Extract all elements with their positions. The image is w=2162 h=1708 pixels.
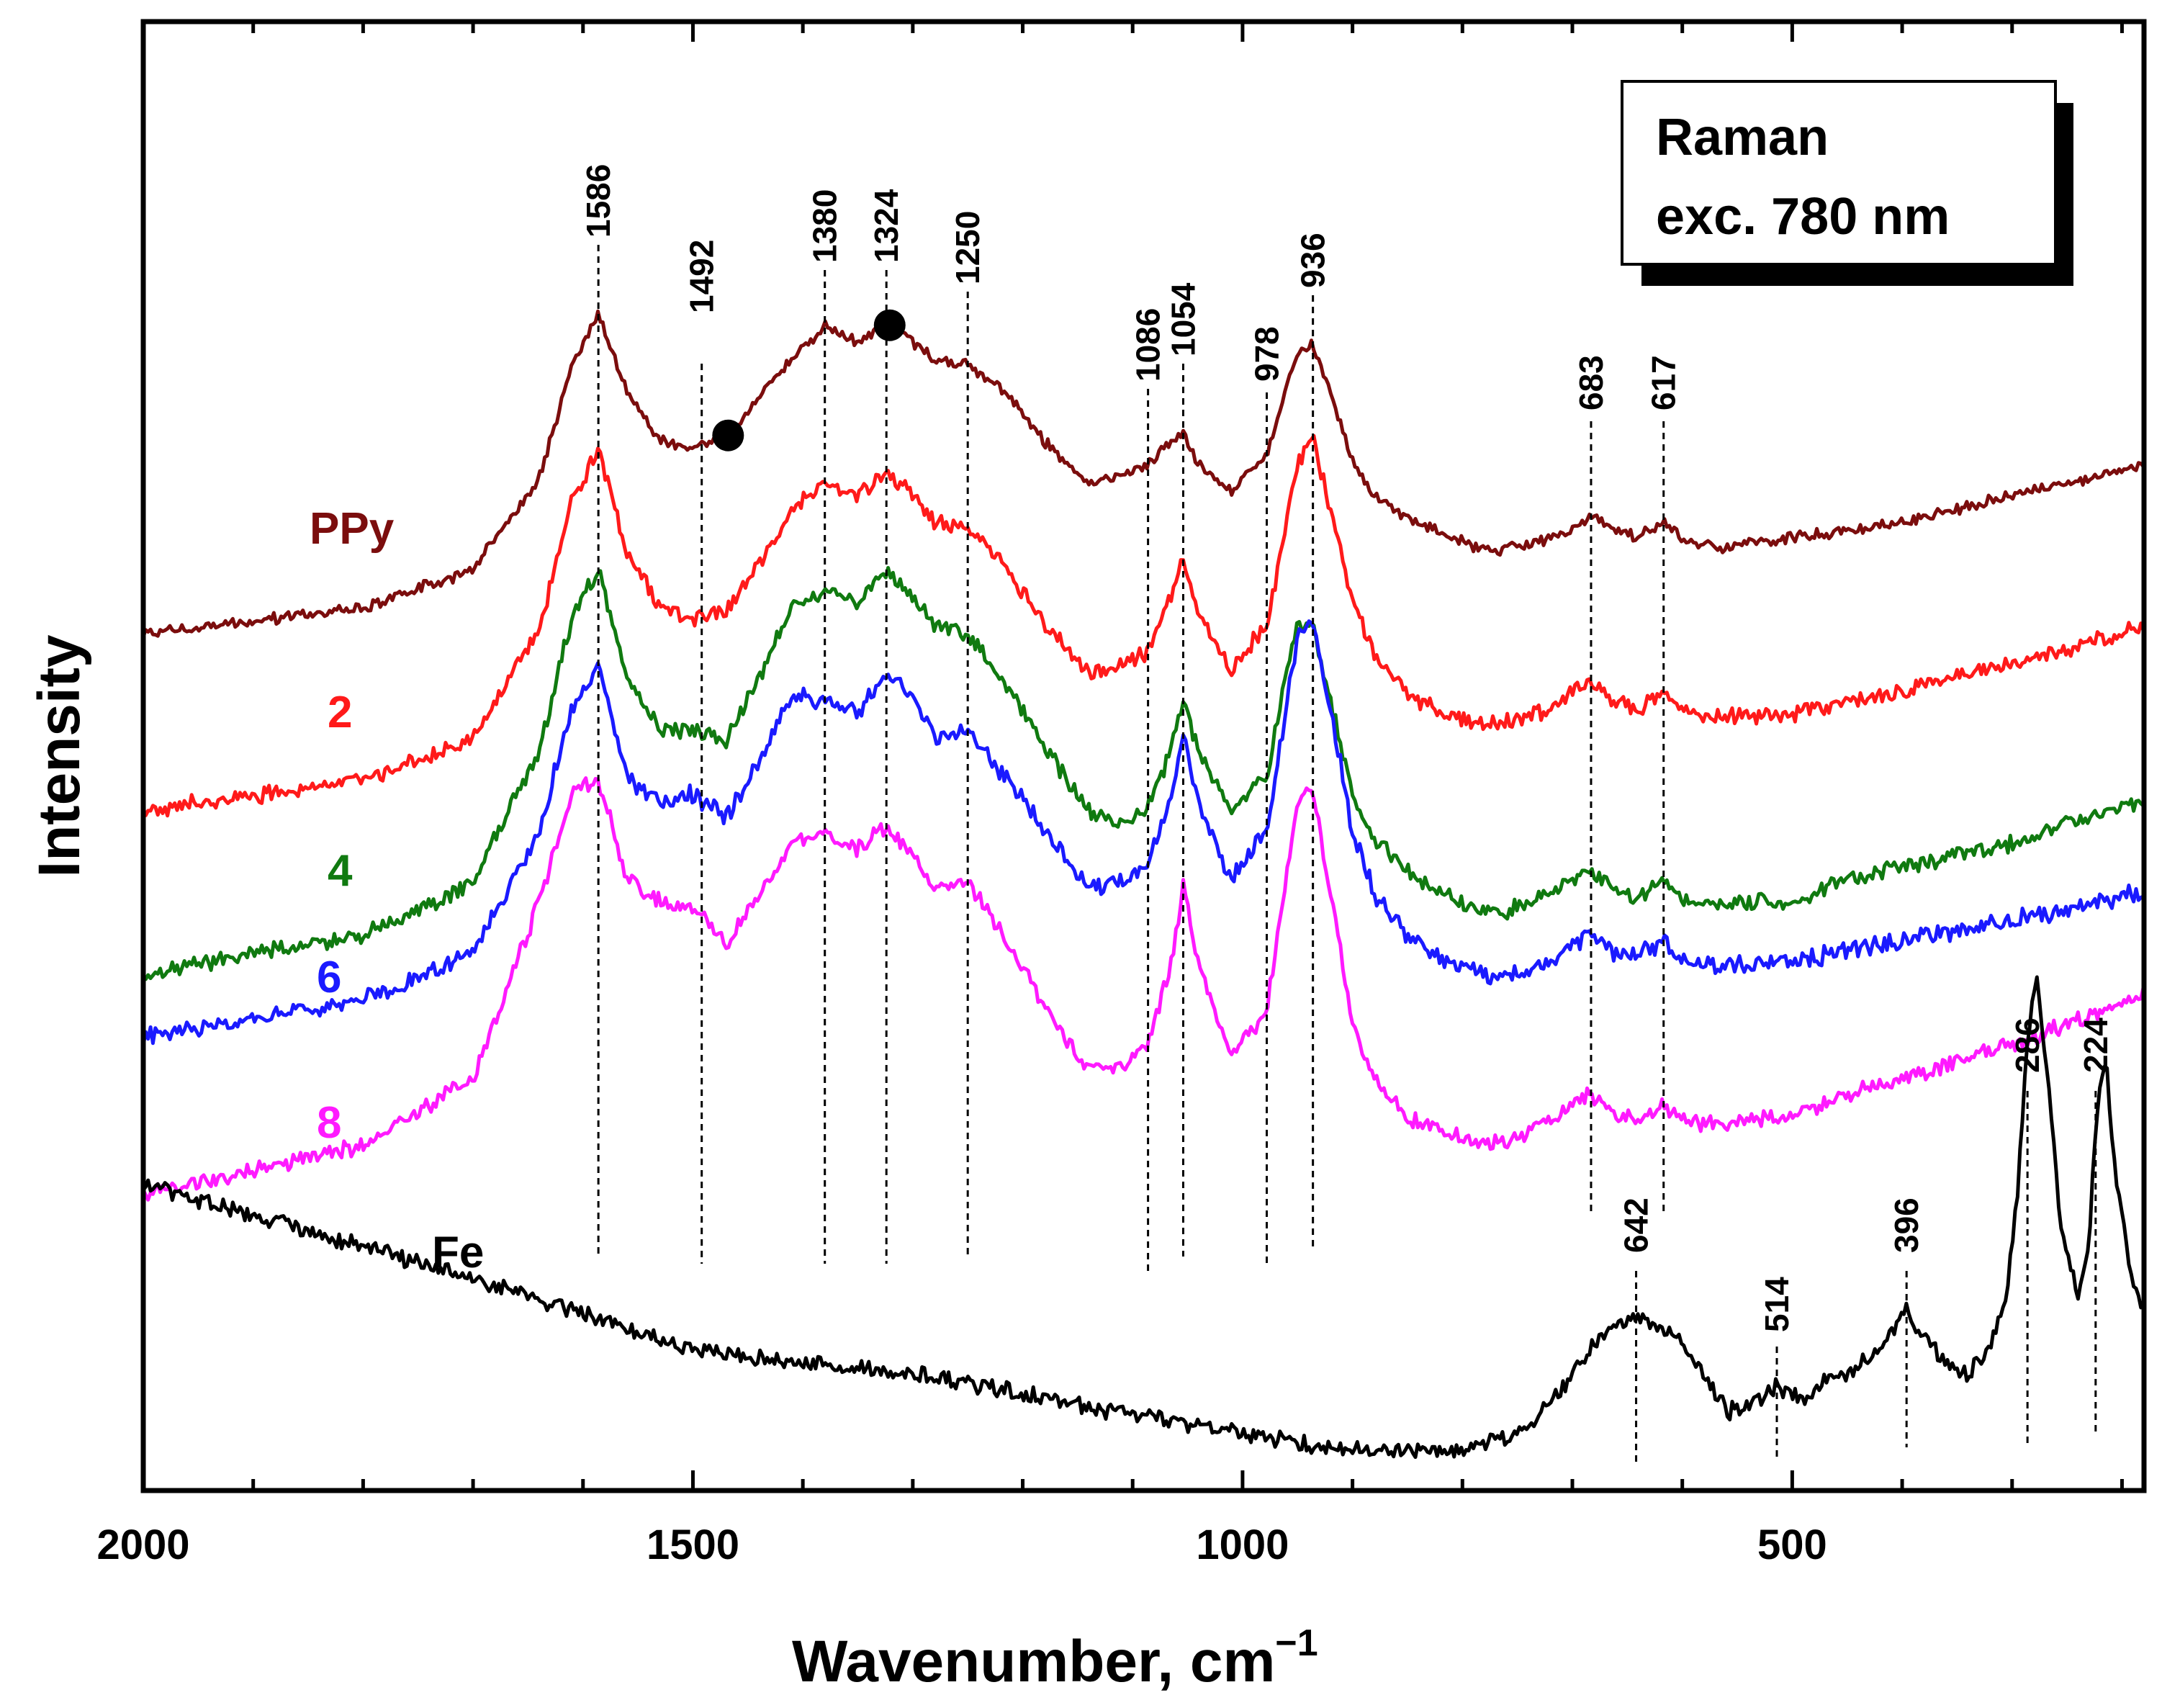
x-axis-title: Wavenumber, cm−1: [792, 1622, 1318, 1694]
peak-label-224: 224: [2077, 1017, 2114, 1073]
peak-label-617: 617: [1645, 355, 1683, 410]
peak-label-1250: 1250: [949, 211, 986, 284]
peak-label-683: 683: [1572, 355, 1610, 410]
series-label-6: 6: [317, 953, 341, 1002]
series-line-8: [141, 776, 2145, 1202]
series-label-4: 4: [328, 846, 353, 896]
peak-label-642: 642: [1618, 1197, 1655, 1253]
series-label-ppy: PPy: [310, 504, 395, 554]
series-label-fe: Fe: [432, 1228, 484, 1277]
x-tick-label-500: 500: [1757, 1522, 1827, 1568]
legend-line-1: Raman: [1656, 109, 1829, 166]
peak-label-978: 978: [1248, 326, 1286, 382]
x-tick-label-1500: 1500: [647, 1522, 739, 1568]
series-label-2: 2: [328, 688, 352, 737]
peak-label-396: 396: [1888, 1197, 1925, 1253]
peak-label-1086: 1086: [1130, 308, 1167, 382]
x-axis-title-superscript: −1: [1275, 1622, 1318, 1664]
series-line-fe: [141, 975, 2145, 1460]
peak-label-514: 514: [1758, 1277, 1796, 1332]
x-axis-title-main: Wavenumber, cm: [792, 1629, 1275, 1694]
series-line-6: [141, 619, 2145, 1046]
peak-label-1380: 1380: [806, 189, 844, 263]
legend-frame: [1621, 80, 2057, 266]
y-axis-title: Intensity: [27, 634, 92, 878]
series-layer: [141, 309, 2145, 1460]
series-labels: PPy 2 4 6 8 Fe: [310, 504, 484, 1277]
x-tick-label-1000: 1000: [1196, 1522, 1289, 1568]
marker-dot-2: [873, 309, 906, 341]
marker-dot-1: [712, 419, 744, 451]
x-axis-ticks: 2000 1500 1000 500: [96, 22, 2124, 1568]
peak-label-1492: 1492: [683, 240, 721, 313]
series-line-2: [141, 433, 2145, 818]
plot-frame: [140, 19, 2147, 1493]
peak-label-286: 286: [2009, 1017, 2046, 1073]
series-label-8: 8: [317, 1098, 341, 1148]
peak-label-1324: 1324: [868, 189, 905, 263]
marker-dots: [712, 309, 906, 451]
legend-line-2: exc. 780 nm: [1656, 188, 1950, 246]
peak-label-936: 936: [1294, 233, 1332, 288]
peak-label-1586: 1586: [580, 164, 617, 238]
peak-label-1054: 1054: [1165, 282, 1202, 356]
x-tick-label-2000: 2000: [96, 1522, 189, 1568]
series-line-4: [141, 566, 2145, 981]
series-line-ppy: [141, 309, 2145, 638]
legend-box: Raman exc. 780 nm: [1621, 80, 2073, 286]
